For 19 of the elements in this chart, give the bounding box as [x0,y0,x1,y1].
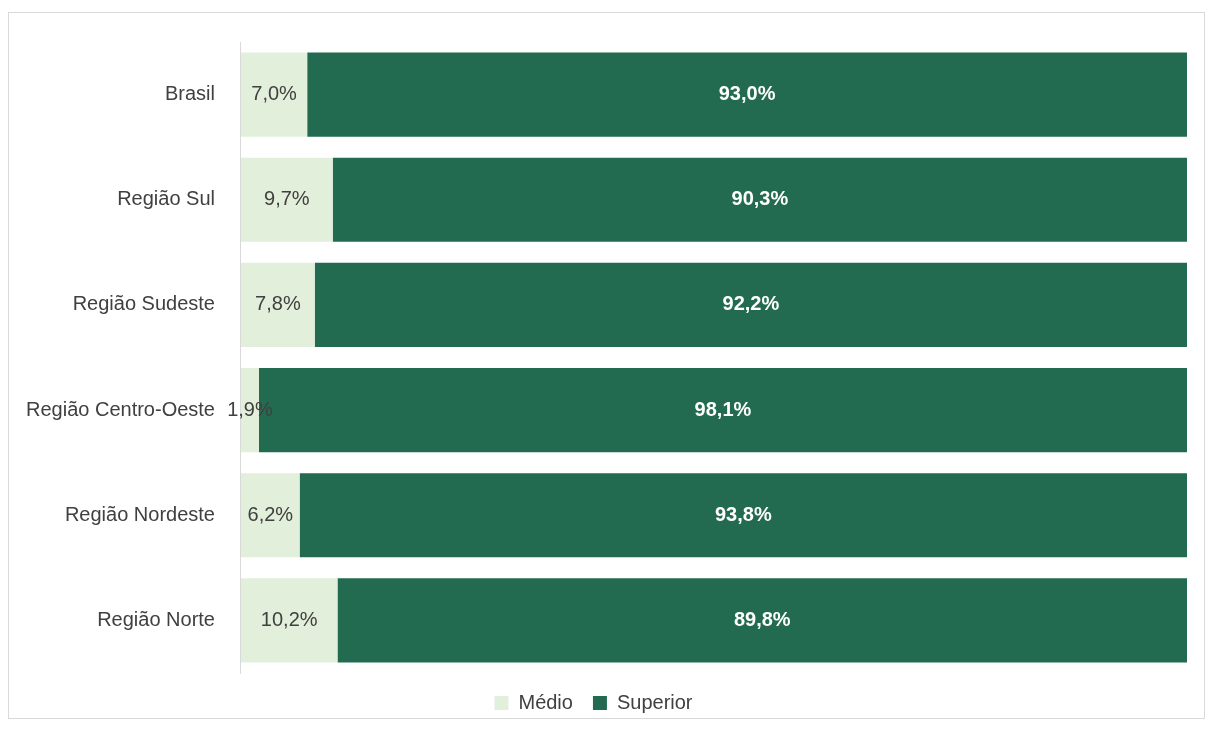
legend-label: Superior [616,690,693,713]
data-label: 9,7% [264,187,310,210]
data-label: 6,2% [247,502,294,525]
data-label: 93,8% [714,502,772,525]
y-tick-label: Região Norte [97,607,215,630]
data-label: 89,8% [733,607,791,630]
y-tick-label: Região Sudeste [72,292,215,315]
y-tick-label: Região Sul [117,187,215,210]
y-tick-label: Região Centro-Oeste [26,397,215,420]
y-tick-label: Brasil [164,82,215,105]
data-label: 98,1% [694,397,752,420]
data-label: 7,8% [255,292,301,315]
data-label: 90,3% [731,187,789,210]
data-label: 92,2% [722,292,780,315]
data-label: 93,0% [718,82,776,105]
legend-label: Médio [518,690,573,713]
data-label: 10,2% [260,607,318,630]
y-tick-label: Região Nordeste [64,502,215,525]
data-label: 7,0% [251,82,298,105]
